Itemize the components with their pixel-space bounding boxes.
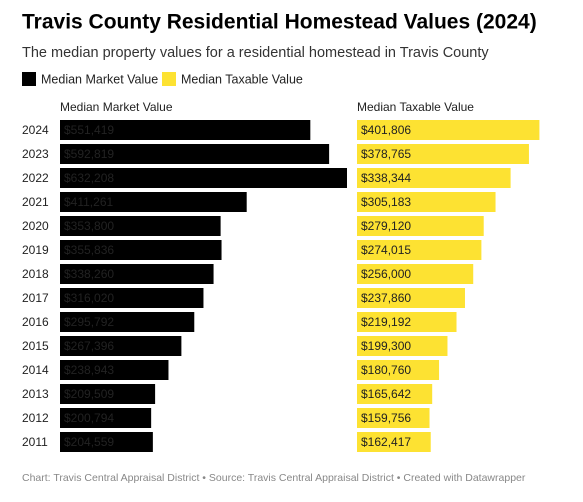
bar: [357, 432, 431, 452]
y-tick-label: 2012: [22, 411, 49, 425]
bar: [60, 384, 156, 404]
bar: [60, 432, 153, 452]
legend-swatch: [162, 72, 176, 86]
y-tick-label: 2019: [22, 243, 49, 257]
bar: [357, 312, 457, 332]
value-label: $238,943: [64, 363, 114, 377]
value-label: $267,396: [64, 339, 114, 353]
y-tick-label: 2023: [22, 147, 49, 161]
value-label: $200,794: [64, 411, 114, 425]
bar: [357, 360, 440, 380]
y-tick-label: 2024: [22, 123, 49, 137]
y-tick-label: 2020: [22, 219, 49, 233]
value-label: $295,792: [64, 315, 114, 329]
value-label: $279,120: [361, 219, 411, 233]
y-tick-label: 2015: [22, 339, 49, 353]
y-tick-label: 2011: [22, 435, 48, 449]
legend-label: Median Taxable Value: [181, 72, 303, 86]
bar: [60, 336, 182, 356]
value-label: $165,642: [361, 387, 411, 401]
value-label: $338,344: [361, 171, 411, 185]
bar: [357, 240, 482, 260]
value-label: $180,760: [361, 363, 411, 377]
bar: [60, 264, 214, 284]
bar: [60, 240, 222, 260]
value-label: $162,417: [361, 435, 411, 449]
bar: [60, 192, 247, 212]
bar: [357, 408, 430, 428]
legend-label: Median Market Value: [41, 72, 158, 86]
y-tick-label: 2013: [22, 387, 49, 401]
value-label: $305,183: [361, 195, 411, 209]
bar: [60, 168, 347, 188]
value-label: $338,260: [64, 267, 114, 281]
legend-swatch: [22, 72, 36, 86]
value-label: $551,419: [64, 123, 114, 137]
value-label: $378,765: [361, 147, 411, 161]
y-tick-label: 2022: [22, 171, 49, 185]
value-label: $353,800: [64, 219, 114, 233]
value-label: $401,806: [361, 123, 411, 137]
bar: [357, 120, 540, 140]
bar: [357, 264, 474, 284]
value-label: $632,208: [64, 171, 114, 185]
value-label: $199,300: [361, 339, 411, 353]
bar: [357, 168, 511, 188]
bar: [60, 408, 152, 428]
y-tick-label: 2018: [22, 267, 49, 281]
y-tick-label: 2014: [22, 363, 49, 377]
y-tick-label: 2021: [22, 195, 49, 209]
value-label: $355,836: [64, 243, 114, 257]
bar: [357, 144, 529, 164]
bar: [357, 336, 448, 356]
y-tick-label: 2017: [22, 291, 49, 305]
bar: [60, 312, 195, 332]
bar: [60, 288, 204, 308]
bar: [357, 216, 484, 236]
value-label: $237,860: [361, 291, 411, 305]
value-label: $209,509: [64, 387, 114, 401]
y-tick-label: 2016: [22, 315, 49, 329]
value-label: $592,819: [64, 147, 114, 161]
bar: [357, 192, 496, 212]
chart-title: Travis County Residential Homestead Valu…: [22, 11, 537, 34]
column-header: Median Taxable Value: [357, 100, 474, 114]
value-label: $159,756: [361, 411, 411, 425]
value-label: $274,015: [361, 243, 411, 257]
value-label: $204,559: [64, 435, 114, 449]
value-label: $219,192: [361, 315, 411, 329]
bar: [60, 120, 311, 140]
value-label: $411,261: [64, 195, 113, 209]
bar: [60, 144, 330, 164]
bar: [60, 216, 221, 236]
chart-subtitle: The median property values for a residen…: [22, 45, 489, 61]
bar: [357, 384, 433, 404]
bar: [357, 288, 465, 308]
bar: [60, 360, 169, 380]
chart-footer: Chart: Travis Central Appraisal District…: [22, 472, 526, 484]
column-header: Median Market Value: [60, 100, 173, 114]
value-label: $256,000: [361, 267, 411, 281]
value-label: $316,020: [64, 291, 114, 305]
